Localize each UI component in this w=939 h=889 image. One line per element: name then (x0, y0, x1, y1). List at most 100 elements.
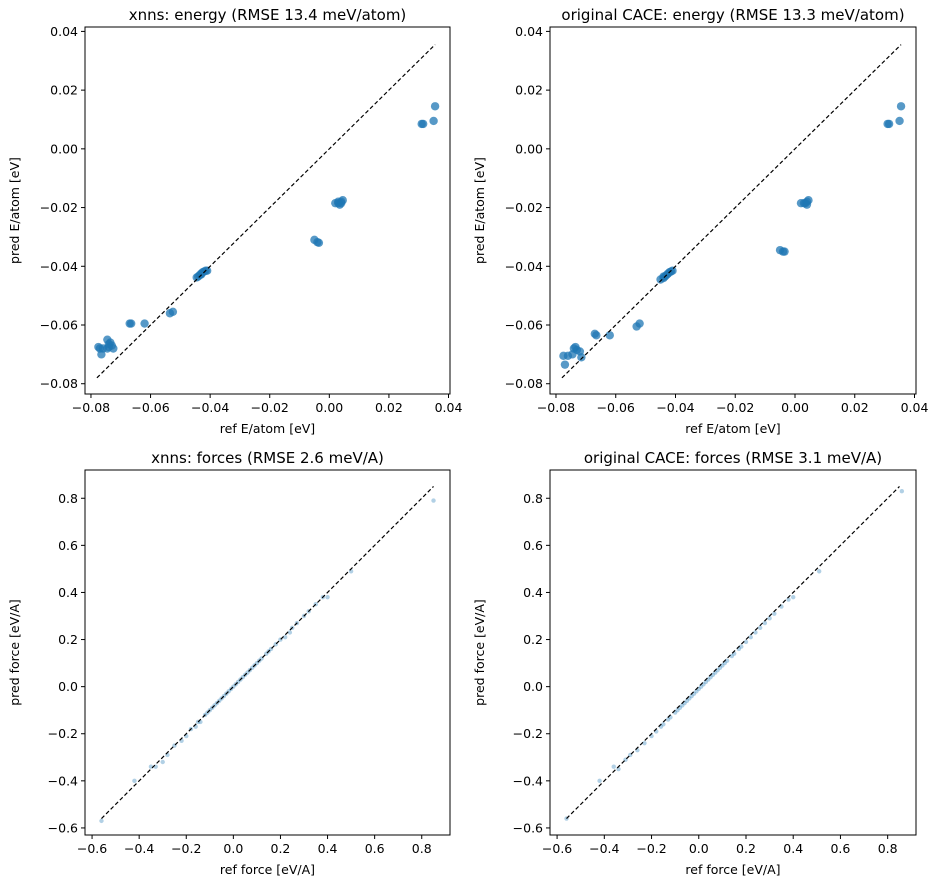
x-tick-label: 0.2 (271, 841, 291, 856)
y-tick-label: −0.08 (505, 376, 543, 391)
scatter-points (99, 498, 436, 824)
data-point (202, 266, 212, 275)
data-point (896, 102, 906, 111)
x-tick-label: −0.02 (716, 400, 754, 415)
data-point (743, 639, 749, 645)
x-tick-label: 0.02 (841, 400, 869, 415)
x-tick-label: −0.08 (72, 400, 110, 415)
x-axis-label: ref force [eV/A] (220, 862, 315, 877)
data-point (895, 116, 904, 126)
y-tick-label: −0.02 (40, 200, 78, 215)
data-point (884, 119, 894, 129)
data-point (282, 634, 288, 640)
y-axis-label: pred force [eV/A] (7, 599, 22, 706)
data-point (560, 360, 570, 369)
y-tick-label: 0.04 (50, 24, 78, 39)
y-tick-label: −0.08 (40, 376, 78, 391)
x-tick-label: 0.4 (783, 841, 803, 856)
x-tick-label: −0.02 (251, 400, 289, 415)
data-point (698, 684, 704, 689)
x-tick-label: −0.6 (542, 841, 572, 856)
scatter-points (94, 102, 440, 359)
data-point (642, 740, 647, 746)
scatter-points (564, 488, 905, 821)
data-point (767, 616, 772, 621)
y-tick-label: −0.06 (40, 318, 78, 333)
y-tick-label: −0.2 (48, 726, 78, 741)
data-point (160, 759, 165, 765)
y-tick-label: −0.4 (513, 773, 543, 788)
data-point (126, 319, 136, 328)
x-axis-label: ref E/atom [eV] (220, 421, 315, 436)
data-point (431, 498, 436, 503)
x-tick-label: −0.2 (171, 841, 201, 856)
data-point (287, 630, 293, 635)
x-tick-label: −0.04 (656, 400, 694, 415)
y-tick-label: −0.6 (48, 820, 78, 835)
x-tick-label: −0.06 (597, 400, 635, 415)
y-tick-label: 0.6 (58, 538, 78, 553)
y-tick-label: −0.04 (40, 259, 78, 274)
parity-line (96, 44, 436, 379)
y-tick-label: 0.0 (523, 679, 543, 694)
data-point (611, 764, 616, 769)
x-tick-label: −0.6 (77, 841, 107, 856)
data-point (739, 644, 744, 649)
x-tick-label: −0.06 (131, 400, 169, 415)
data-point (429, 116, 438, 126)
data-point (132, 778, 137, 784)
x-tick-label: 0.0 (223, 841, 243, 856)
data-point (592, 331, 601, 340)
data-point (801, 198, 810, 208)
x-tick-label: 0.8 (412, 841, 432, 856)
panel-energy-original-cace: original CACE: energy (RMSE 13.3 meV/ato… (472, 6, 928, 436)
y-tick-label: −0.02 (505, 200, 543, 215)
x-tick-label: 0.6 (830, 841, 850, 856)
x-tick-label: 0.00 (781, 400, 809, 415)
scatter-points (559, 102, 906, 369)
y-tick-label: 0.00 (50, 141, 78, 156)
x-tick-label: −0.04 (191, 400, 229, 415)
x-tick-label: 0.8 (878, 841, 898, 856)
chart-title: xnns: energy (RMSE 13.4 meV/atom) (129, 6, 407, 24)
data-point (748, 634, 753, 640)
data-point (780, 247, 789, 256)
data-point (656, 275, 665, 284)
data-point (757, 625, 763, 630)
y-axis-label: pred E/atom [eV] (7, 157, 22, 264)
parity-line (101, 486, 434, 819)
y-tick-label: 0.0 (58, 679, 78, 694)
data-point (786, 597, 791, 602)
data-point (668, 266, 677, 275)
y-tick-label: 0.2 (58, 632, 78, 647)
axes-frame (549, 469, 917, 836)
x-tick-label: 0.2 (736, 841, 756, 856)
data-point (680, 703, 685, 708)
x-tick-label: 0.04 (435, 400, 463, 415)
data-point (325, 594, 330, 600)
parity-line (566, 486, 900, 819)
x-axis-label: ref E/atom [eV] (685, 421, 780, 436)
x-tick-label: 0.0 (689, 841, 709, 856)
y-tick-label: 0.8 (58, 491, 78, 506)
panel-forces-xnns: xnns: forces (RMSE 2.6 meV/A) ref force … (7, 449, 451, 877)
data-point (694, 689, 699, 694)
chart-title: original CACE: energy (RMSE 13.3 meV/ato… (561, 6, 904, 24)
y-tick-label: −0.06 (505, 318, 543, 333)
chart-title: original CACE: forces (RMSE 3.1 meV/A) (584, 449, 882, 467)
x-tick-label: −0.2 (636, 841, 666, 856)
data-point (314, 238, 324, 247)
data-point (430, 102, 440, 111)
y-tick-label: 0.04 (515, 24, 543, 39)
data-point (140, 319, 149, 328)
data-point (661, 722, 666, 727)
x-tick-label: 0.4 (318, 841, 338, 856)
y-tick-label: 0.4 (523, 585, 543, 600)
data-point (168, 307, 178, 316)
data-point (577, 353, 586, 362)
data-point (689, 693, 694, 699)
axes-frame (84, 469, 451, 836)
data-point (772, 611, 777, 616)
data-point (597, 778, 602, 784)
